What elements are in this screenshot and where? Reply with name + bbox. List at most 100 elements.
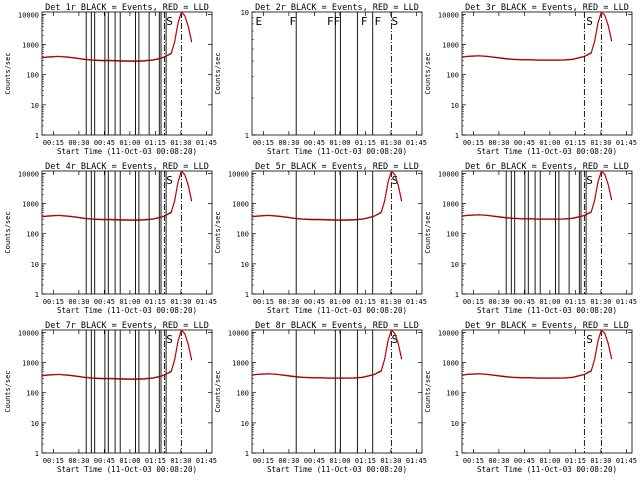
x-tick-label: 01:15 xyxy=(565,298,586,306)
panel-2: Det 2r BLACK = Events, RED = LLD 1 10 Count… xyxy=(214,3,427,156)
x-axis-label: Start Time (11-Oct-03 00:08:20) xyxy=(267,465,407,474)
x-axis-label: Start Time (11-Oct-03 00:08:20) xyxy=(57,306,197,315)
event-annotation: F xyxy=(361,15,368,28)
x-tick-label: 00:15 xyxy=(43,457,64,465)
y-tick-label: 1000 xyxy=(22,360,39,368)
event-annotation: S xyxy=(586,174,593,187)
panel-title: Det 6r BLACK = Events, RED = LLD xyxy=(465,162,629,172)
y-tick-label: 10 xyxy=(241,9,249,17)
x-tick-label: 01:00 xyxy=(119,298,140,306)
y-tick-label: 10 xyxy=(31,102,39,110)
x-tick-label: 01:00 xyxy=(539,139,560,147)
series-lld xyxy=(42,12,193,62)
panel-title: Det 4r BLACK = Events, RED = LLD xyxy=(45,162,209,172)
event-annotation: S xyxy=(166,15,173,28)
x-tick-label: 01:15 xyxy=(145,457,166,465)
x-tick-label: 00:45 xyxy=(514,457,535,465)
y-tick-label: 1 xyxy=(455,132,459,140)
y-tick-label: 1000 xyxy=(442,42,459,50)
y-tick-label: 10 xyxy=(241,261,249,269)
x-tick-label: 01:45 xyxy=(616,139,637,147)
x-tick-label: 00:15 xyxy=(253,139,274,147)
panel-5: Det 5r BLACK = Events, RED = LLD 1 10 100 10… xyxy=(214,162,427,315)
y-tick-label: 10000 xyxy=(438,11,459,19)
x-tick-label: 00:15 xyxy=(43,139,64,147)
panel-title: Det 7r BLACK = Events, RED = LLD xyxy=(45,321,209,331)
x-tick-label: 00:30 xyxy=(68,139,89,147)
y-tick-label: 10 xyxy=(31,261,39,269)
y-tick-label: 1 xyxy=(245,450,249,458)
y-axis-label: Counts/sec xyxy=(424,52,432,94)
x-tick-label: 00:30 xyxy=(488,298,509,306)
y-tick-label: 1000 xyxy=(22,42,39,50)
series-lld xyxy=(252,171,403,221)
x-tick-label: 01:00 xyxy=(329,139,350,147)
y-tick-label: 10 xyxy=(451,420,459,428)
x-tick-label: 00:15 xyxy=(463,298,484,306)
y-tick-label: 10 xyxy=(31,420,39,428)
x-tick-label: 00:45 xyxy=(304,298,325,306)
x-axis-label: Start Time (11-Oct-03 00:08:20) xyxy=(57,147,197,156)
y-tick-label: 1000 xyxy=(232,360,249,368)
y-tick-label: 1 xyxy=(35,291,39,299)
x-tick-label: 01:30 xyxy=(170,298,191,306)
y-tick-label: 1 xyxy=(35,450,39,458)
event-annotation: S xyxy=(391,174,398,187)
x-tick-label: 00:15 xyxy=(43,298,64,306)
x-tick-label: 01:45 xyxy=(196,457,217,465)
x-tick-label: 01:00 xyxy=(539,457,560,465)
y-tick-label: 10 xyxy=(451,102,459,110)
y-tick-label: 10000 xyxy=(18,170,39,178)
event-annotation: S xyxy=(391,333,398,346)
x-tick-label: 00:45 xyxy=(94,139,115,147)
series-events xyxy=(252,330,403,379)
x-axis-label: Start Time (11-Oct-03 00:08:20) xyxy=(267,306,407,315)
x-tick-label: 00:45 xyxy=(304,139,325,147)
y-axis-label: Counts/sec xyxy=(214,370,222,412)
x-axis-label: Start Time (11-Oct-03 00:08:20) xyxy=(267,147,407,156)
x-tick-label: 01:30 xyxy=(380,139,401,147)
y-tick-label: 10000 xyxy=(438,329,459,337)
y-axis-label: Counts/sec xyxy=(424,370,432,412)
series-lld xyxy=(252,330,403,379)
y-tick-label: 10 xyxy=(241,420,249,428)
panel-title: Det 1r BLACK = Events, RED = LLD xyxy=(45,3,209,13)
y-tick-label: 1 xyxy=(245,132,249,140)
x-tick-label: 01:15 xyxy=(355,139,376,147)
axes-frame xyxy=(41,170,213,295)
x-tick-label: 01:00 xyxy=(119,457,140,465)
y-axis-label: Counts/sec xyxy=(214,211,222,253)
x-tick-label: 01:45 xyxy=(406,457,427,465)
event-annotation: S xyxy=(586,15,593,28)
x-tick-label: 01:45 xyxy=(616,298,637,306)
x-tick-label: 00:45 xyxy=(94,457,115,465)
x-tick-label: 00:30 xyxy=(68,298,89,306)
y-tick-label: 1000 xyxy=(442,360,459,368)
x-tick-label: 01:00 xyxy=(329,457,350,465)
y-tick-label: 1000 xyxy=(22,201,39,209)
y-tick-label: 1000 xyxy=(232,201,249,209)
axes-frame xyxy=(461,11,633,136)
axes-frame xyxy=(251,329,423,454)
event-annotation: S xyxy=(166,174,173,187)
x-tick-label: 01:45 xyxy=(616,457,637,465)
x-tick-label: 00:45 xyxy=(514,139,535,147)
x-tick-label: 00:30 xyxy=(488,139,509,147)
axes-frame xyxy=(41,11,213,136)
y-tick-label: 10000 xyxy=(18,11,39,19)
x-tick-label: 01:15 xyxy=(565,139,586,147)
axes-frame xyxy=(461,329,633,454)
panel-9: Det 9r BLACK = Events, RED = LLD 1 10 100 10… xyxy=(424,321,637,474)
x-tick-label: 00:15 xyxy=(463,457,484,465)
y-axis-label: Counts/sec xyxy=(4,52,12,94)
x-tick-label: 01:00 xyxy=(119,139,140,147)
x-axis-label: Start Time (11-Oct-03 00:08:20) xyxy=(477,465,617,474)
x-tick-label: 01:30 xyxy=(380,457,401,465)
x-tick-label: 01:00 xyxy=(539,298,560,306)
x-tick-label: 01:15 xyxy=(145,139,166,147)
x-tick-label: 00:15 xyxy=(253,457,274,465)
x-tick-label: 00:30 xyxy=(278,457,299,465)
y-tick-label: 100 xyxy=(236,390,249,398)
